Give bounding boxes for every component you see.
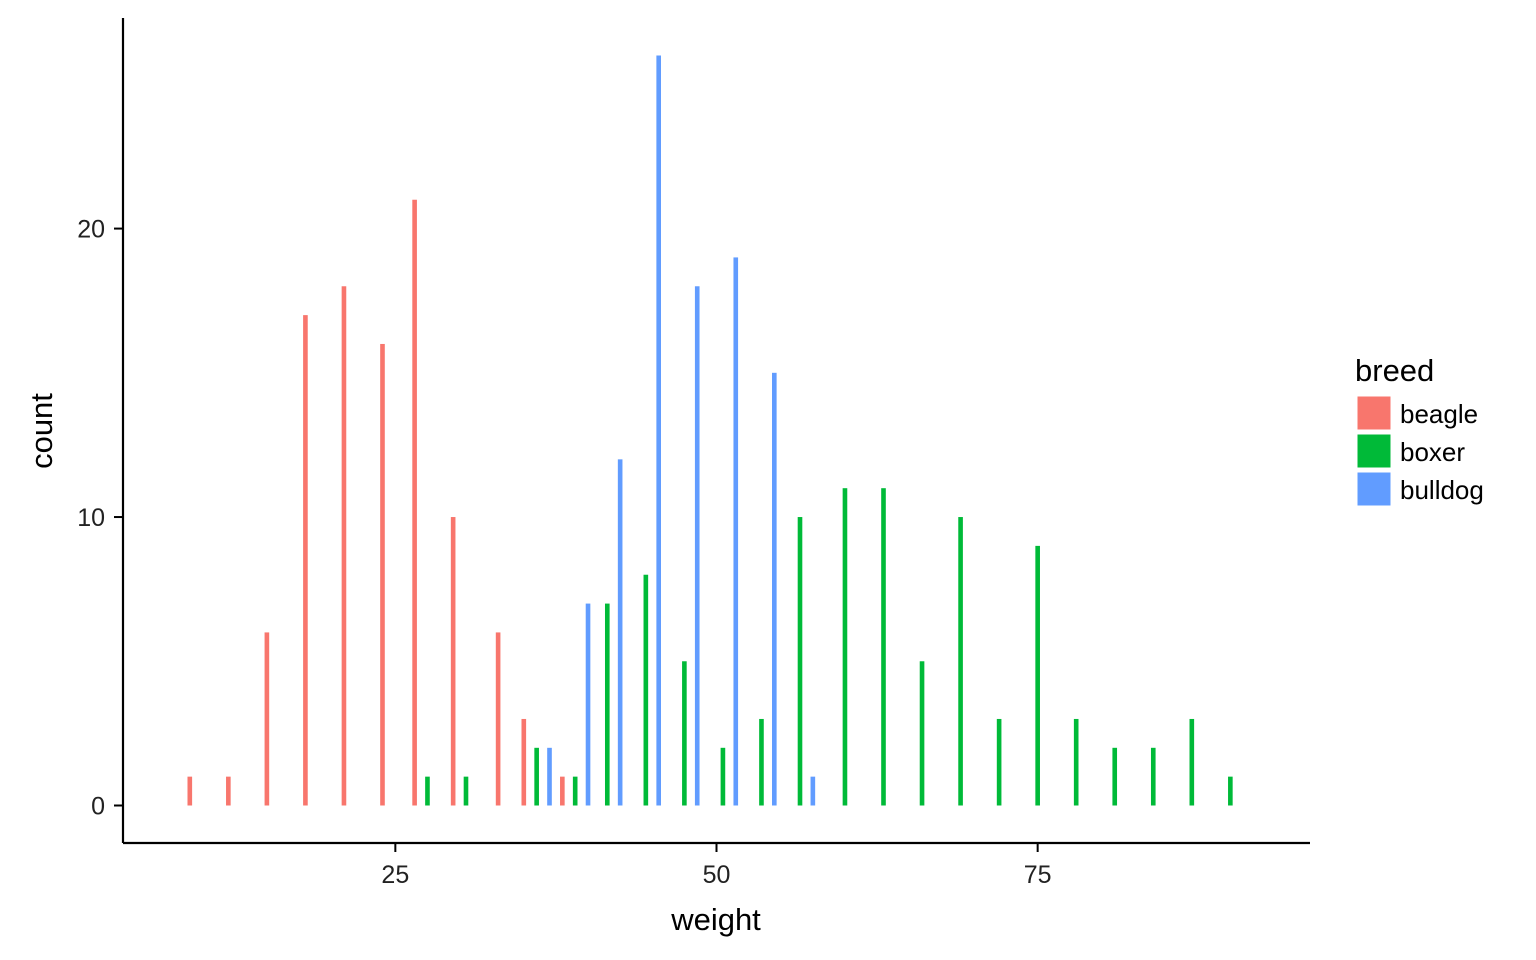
x-axis-title: weight bbox=[670, 902, 761, 937]
bar-beagle bbox=[560, 776, 565, 806]
bar-boxer bbox=[919, 661, 925, 806]
legend-label-bulldog: bulldog bbox=[1400, 475, 1484, 505]
bar-beagle bbox=[521, 718, 527, 806]
bar-beagle bbox=[303, 315, 308, 806]
legend-title: breed bbox=[1355, 353, 1434, 388]
bar-boxer bbox=[842, 488, 848, 806]
bar-beagle bbox=[226, 776, 231, 806]
bar-boxer bbox=[1150, 747, 1156, 806]
x-tick-label: 75 bbox=[1024, 861, 1052, 889]
bar-beagle bbox=[450, 517, 456, 806]
bar-beagle bbox=[495, 632, 501, 806]
bar-bulldog bbox=[772, 372, 777, 806]
bar-beagle bbox=[264, 632, 270, 806]
bar-boxer bbox=[643, 574, 649, 806]
y-tick-label: 0 bbox=[91, 793, 105, 821]
bar-boxer bbox=[463, 776, 469, 806]
bar-boxer bbox=[720, 747, 726, 806]
y-tick-label: 20 bbox=[77, 216, 105, 244]
bar-beagle bbox=[412, 199, 417, 806]
bar-bulldog bbox=[656, 55, 661, 806]
bar-boxer bbox=[881, 488, 886, 806]
bar-boxer bbox=[572, 776, 578, 806]
bar-bulldog bbox=[585, 603, 591, 806]
bar-boxer bbox=[996, 718, 1002, 806]
bar-beagle bbox=[380, 343, 385, 806]
bar-bulldog bbox=[694, 286, 700, 806]
bar-beagle bbox=[341, 286, 347, 806]
y-axis-ticks: 0 10 20 bbox=[77, 216, 123, 821]
legend-swatch-beagle bbox=[1356, 395, 1392, 431]
y-axis-title: count bbox=[24, 393, 59, 469]
bar-boxer bbox=[1073, 718, 1079, 806]
legend-swatch-bulldog bbox=[1356, 471, 1392, 507]
bar-boxer bbox=[682, 661, 687, 806]
bar-boxer bbox=[425, 776, 430, 806]
bar-beagle bbox=[187, 776, 193, 806]
legend-swatch-boxer bbox=[1356, 433, 1392, 469]
y-tick-label: 10 bbox=[77, 504, 105, 532]
bar-bulldog bbox=[617, 459, 623, 806]
bar-boxer bbox=[534, 747, 539, 806]
bar-boxer bbox=[797, 517, 803, 806]
bar-boxer bbox=[604, 603, 610, 806]
legend-label-beagle: beagle bbox=[1400, 399, 1478, 429]
bar-bulldog bbox=[810, 776, 816, 806]
bar-boxer bbox=[1035, 545, 1040, 806]
legend: breed beagle boxer bulldog bbox=[1355, 353, 1484, 507]
bar-boxer bbox=[958, 517, 963, 806]
legend-label-boxer: boxer bbox=[1400, 437, 1465, 467]
bar-boxer bbox=[759, 718, 764, 806]
x-tick-label: 50 bbox=[703, 861, 731, 889]
bar-bulldog bbox=[547, 747, 552, 806]
bar-bulldog bbox=[733, 257, 739, 806]
bars-layer bbox=[187, 55, 1233, 806]
x-tick-label: 25 bbox=[381, 861, 409, 889]
x-axis-ticks: 25 50 75 bbox=[381, 843, 1052, 889]
bar-boxer bbox=[1189, 718, 1195, 806]
bar-boxer bbox=[1112, 747, 1118, 806]
bar-boxer bbox=[1228, 776, 1233, 806]
